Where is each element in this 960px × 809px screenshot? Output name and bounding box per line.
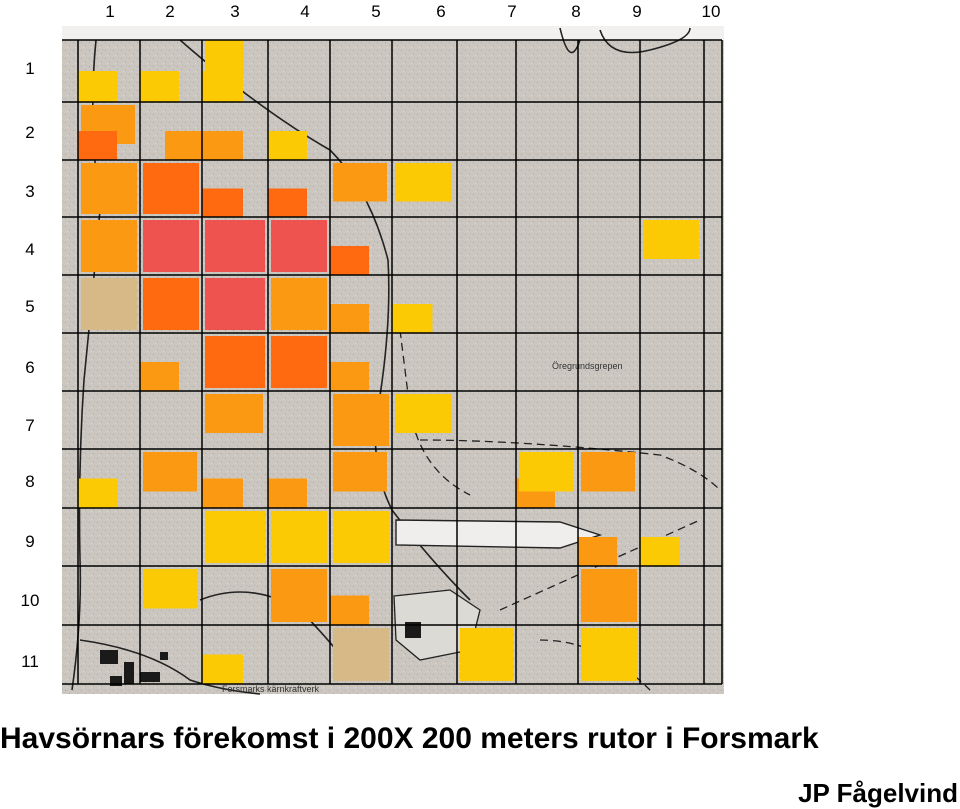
occurrence-patch-c2-r2 xyxy=(165,131,202,160)
column-label-5: 5 xyxy=(371,2,381,21)
occurrence-patch-c4-r2 xyxy=(268,131,307,160)
coastline-island xyxy=(179,39,471,601)
occurrence-patch-c10-r9 xyxy=(640,537,680,566)
occurrence-patch-c3-r11-b xyxy=(202,654,243,684)
occurrence-patch-c9-r11 xyxy=(581,628,637,681)
row-label-9: 9 xyxy=(25,532,35,551)
row-label-6: 6 xyxy=(25,358,35,377)
occurrence-patch-c6-r5 xyxy=(392,304,433,333)
occurrence-patch-c4-r5 xyxy=(271,278,327,330)
occurrence-patch-c2-r4 xyxy=(143,220,199,272)
column-label-4: 4 xyxy=(300,2,310,21)
figure-title: Havsörnars förekomst i 200X 200 meters r… xyxy=(0,722,819,755)
occurrence-patch-c3-r3-b xyxy=(202,188,243,217)
occurrence-patch-c1-r8-b xyxy=(78,478,117,508)
occurrence-patch-c3-r5-b xyxy=(205,278,265,330)
occurrence-patch-c2-r3 xyxy=(143,163,199,214)
map-label-oregrundsgrepen: Öregrundsgrepen xyxy=(552,361,623,371)
occurrence-patch-c5-r10-b xyxy=(330,595,369,625)
occurrence-patch-c3-r6 xyxy=(205,336,265,388)
occurrence-patches xyxy=(78,40,699,684)
industrial-area xyxy=(100,622,421,686)
column-label-3: 3 xyxy=(230,2,240,21)
occurrence-patch-c4-r3 xyxy=(268,188,307,217)
occurrence-patch-c8-r8 xyxy=(519,452,573,492)
row-label-11: 11 xyxy=(21,652,39,671)
column-label-8: 8 xyxy=(571,2,581,21)
column-label-7: 7 xyxy=(507,2,517,21)
occurrence-patch-c3-r1 xyxy=(205,40,244,75)
map-top-white-margin xyxy=(62,26,724,40)
occurrence-patch-c6-r3 xyxy=(395,163,452,202)
occurrence-patch-c10-r4 xyxy=(643,220,699,259)
occurrence-patch-c3-r9 xyxy=(205,511,265,563)
occurrence-patch-c3-r2-b xyxy=(202,131,243,160)
occurrence-patch-c5-r7 xyxy=(333,394,389,446)
occurrence-patch-c5-r3-b xyxy=(333,163,387,202)
column-label-1: 1 xyxy=(105,2,115,21)
occurrence-patch-c5-r9 xyxy=(333,511,389,563)
occurrence-patch-c2-r5 xyxy=(143,278,199,330)
column-label-2: 2 xyxy=(165,2,175,21)
occurrence-patch-c7-r11-b xyxy=(460,628,513,681)
row-label-1: 1 xyxy=(25,59,35,78)
occurrence-patch-c3-r8 xyxy=(202,478,243,508)
occurrence-patch-c4-r4 xyxy=(271,220,327,272)
occurrence-patch-c1-r4-b xyxy=(81,220,137,272)
occurrence-patch-c5-r11 xyxy=(333,628,389,681)
row-label-2: 2 xyxy=(25,123,35,142)
occurrence-patch-c4-r6-b xyxy=(271,336,327,388)
author-credit: JP Fågelvind xyxy=(798,778,958,808)
coast-southwest xyxy=(79,639,261,695)
column-label-9: 9 xyxy=(632,2,642,21)
occurrence-patch-c2-r8 xyxy=(143,452,197,492)
row-label-7: 7 xyxy=(25,416,35,435)
column-label-6: 6 xyxy=(436,2,446,21)
row-label-4: 4 xyxy=(25,240,35,259)
occurrence-patch-c9-r10 xyxy=(581,569,637,622)
occurrence-patch-c3-r4-b xyxy=(205,220,265,272)
occurrence-patch-c4-r10 xyxy=(271,569,327,622)
occurrence-patch-c2-r1-b xyxy=(140,71,179,102)
occurrence-patch-c3-r7-b xyxy=(205,394,263,433)
occurrence-patch-c4-r9-b xyxy=(271,511,327,563)
column-label-10: 10 xyxy=(701,2,721,21)
row-label-5: 5 xyxy=(25,297,35,316)
occurrence-patch-c9-r8-b xyxy=(581,452,635,492)
occurrence-patch-c6-r7-b xyxy=(395,394,452,433)
occurrence-patch-c4-r8-b xyxy=(268,478,307,508)
shore-north xyxy=(599,27,691,54)
occurrence-patch-c1-r3-b xyxy=(81,163,137,214)
occurrence-patch-c2-r6-b xyxy=(140,362,179,391)
occurrence-patch-c3-r1-b xyxy=(202,71,243,102)
occurrence-patch-c1-r5-b xyxy=(81,278,137,330)
occurrence-patch-c5-r6 xyxy=(330,362,369,391)
occurrence-patch-c1-r1 xyxy=(78,71,117,102)
map-label-forsmarks-kraftverk: Forsmarks kärnkraftverk xyxy=(222,684,320,694)
occurrence-patch-c9-r9-b xyxy=(578,537,617,566)
row-label-8: 8 xyxy=(25,472,35,491)
occurrence-patch-c1-r2-b xyxy=(78,131,117,160)
boundary-line-1 xyxy=(419,439,721,491)
grid-lines xyxy=(62,39,723,685)
row-label-3: 3 xyxy=(25,182,35,201)
occurrence-patch-c5-r5-b xyxy=(330,304,369,333)
occurrence-patch-c2-r10-b xyxy=(143,569,197,609)
occurrence-patch-c5-r4-b xyxy=(330,246,369,275)
occurrence-patch-c5-r8 xyxy=(333,452,387,492)
row-label-10: 10 xyxy=(20,591,40,610)
